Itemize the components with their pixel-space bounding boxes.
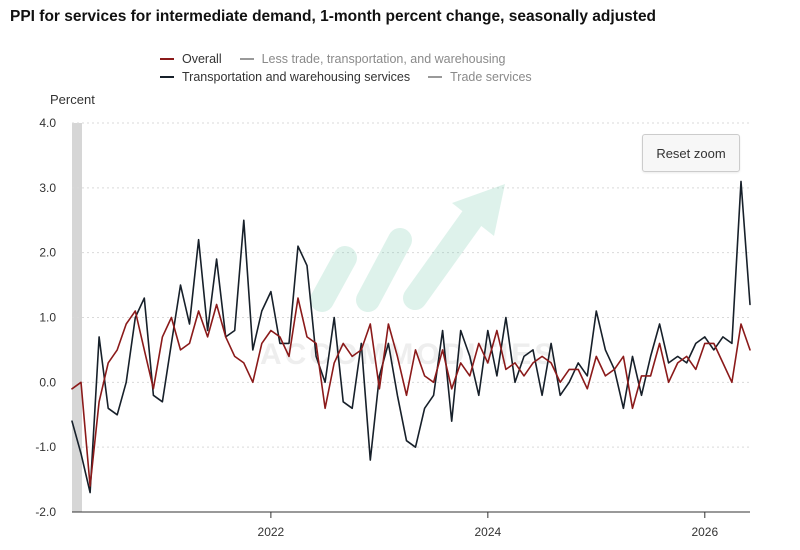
legend-item-less-trade[interactable]: Less trade, transportation, and warehous… [239, 52, 506, 66]
legend-item-transportation[interactable]: Transportation and warehousing services [160, 70, 410, 84]
watermark-logo: ACCOMMODITIES [260, 184, 554, 371]
legend-item-overall[interactable]: Overall [160, 52, 222, 66]
legend-item-trade-services[interactable]: Trade services [428, 70, 532, 84]
x-tick-label: 2024 [474, 525, 501, 539]
legend: Overall Less trade, transportation, and … [160, 50, 550, 86]
series-line-overall [71, 297, 751, 487]
chart-title: PPI for services for intermediate demand… [10, 8, 657, 25]
y-tick-label: 1.0 [39, 311, 56, 325]
legend-swatch-less-trade [239, 58, 254, 60]
reset-zoom-button[interactable]: Reset zoom [642, 134, 740, 172]
y-axis-label: Percent [50, 92, 95, 107]
y-tick-label: -2.0 [35, 505, 56, 519]
series-line-transportation [71, 180, 751, 494]
legend-swatch-overall [160, 58, 174, 60]
y-tick-label: 3.0 [39, 181, 56, 195]
legend-swatch-transportation [160, 76, 174, 78]
y-tick-label: 2.0 [39, 246, 56, 260]
legend-label-trade-services: Trade services [450, 70, 532, 84]
legend-swatch-trade-services [428, 76, 443, 78]
x-tick-label: 2022 [258, 525, 285, 539]
legend-row-1: Overall Less trade, transportation, and … [160, 50, 550, 68]
legend-label-overall: Overall [182, 52, 222, 66]
legend-label-less-trade: Less trade, transportation, and warehous… [261, 52, 506, 66]
y-tick-label: 4.0 [39, 116, 56, 130]
y-tick-label: -1.0 [35, 440, 56, 454]
watermark-bar [403, 198, 490, 310]
legend-row-2: Transportation and warehousing services … [160, 68, 550, 86]
x-tick-label: 2026 [691, 525, 718, 539]
y-tick-label: 0.0 [39, 375, 56, 389]
watermark-bar [310, 246, 357, 312]
watermark-arrowhead [452, 184, 505, 236]
legend-label-transportation: Transportation and warehousing services [182, 70, 411, 84]
watermark-bar [356, 228, 412, 312]
